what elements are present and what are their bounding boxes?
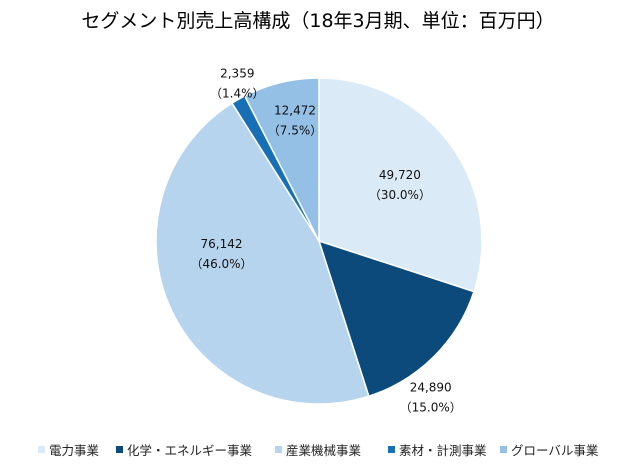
value-label-1: 49,720: [379, 168, 421, 182]
percent-label-4: （1.4%）: [210, 87, 265, 101]
pie-slice-3: [155, 102, 370, 405]
legend-swatch-5: [500, 446, 507, 453]
legend-label-5: グローバル事業: [511, 443, 599, 458]
legend-swatch-4: [388, 446, 395, 453]
pie-slice-1: [318, 77, 483, 293]
pie-slices: [155, 77, 483, 405]
percent-label-2: （15.0%）: [400, 401, 462, 415]
value-label-2: 24,890: [410, 381, 452, 395]
data-labels: 49,720 （30.0%） 24,890 （15.0%） 76,142 （46.0%） 2…: [190, 67, 461, 415]
value-label-5: 12,472: [274, 103, 316, 117]
percent-label-3: （46.0%）: [190, 257, 252, 271]
legend-swatch-2: [116, 446, 123, 453]
percent-label-1: （30.0%）: [369, 188, 431, 202]
pie-slice-5: [243, 77, 320, 242]
pie-slice-2: [317, 239, 475, 398]
chart-title: セグメント別売上高構成（18年3月期、単位：百万円）: [81, 10, 554, 32]
legend-label-2: 化学・エネルギー事業: [127, 443, 253, 458]
legend-label-4: 素材・計測事業: [399, 443, 487, 458]
legend-label-3: 産業機械事業: [286, 443, 362, 458]
value-label-3: 76,142: [201, 237, 243, 251]
percent-label-5: （7.5%）: [268, 123, 323, 137]
legend: 電力事業 化学・エネルギー事業 産業機械事業 素材・計測事業 グローバル事業: [38, 443, 599, 458]
legend-swatch-1: [38, 446, 45, 453]
value-label-4: 2,359: [220, 67, 254, 81]
legend-label-1: 電力事業: [49, 443, 100, 458]
legend-swatch-3: [275, 446, 282, 453]
